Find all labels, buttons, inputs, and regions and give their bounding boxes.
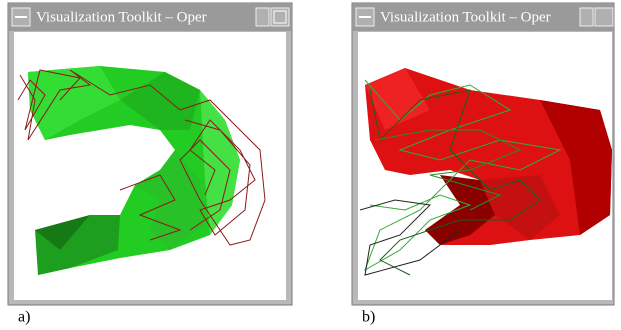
figure: Visualization Toolkit – Oper Visualizati… — [0, 0, 621, 330]
window-title: Visualization Toolkit – Oper — [36, 9, 207, 25]
figure-svg: Visualization Toolkit – Oper Visualizati… — [0, 0, 621, 330]
minimize-button[interactable] — [580, 8, 593, 26]
maximize-button[interactable] — [595, 8, 613, 26]
window-b: Visualization Toolkit – Oper — [352, 3, 614, 305]
minimize-button[interactable] — [256, 8, 269, 26]
window-title: Visualization Toolkit – Oper — [380, 9, 551, 25]
panel-label: a) — [18, 309, 30, 326]
window-a: Visualization Toolkit – Oper — [8, 3, 292, 305]
panel-label: b) — [362, 309, 375, 326]
